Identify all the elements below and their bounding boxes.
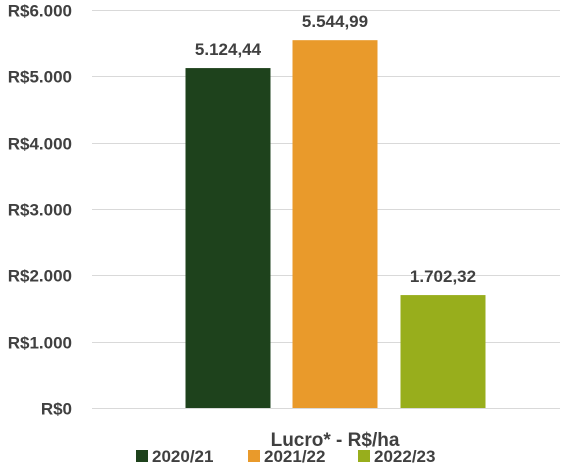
bar-2021-22 [292,40,378,408]
data-label: 1.702,32 [410,267,476,286]
bar-2020-21 [185,68,271,409]
y-tick-label: R$0 [41,400,72,419]
y-tick-label: R$3.000 [8,201,72,220]
y-tick-label: R$2.000 [8,267,72,286]
legend: 2020/21 2021/22 2022/23 [136,447,435,466]
data-labels: 5.124,44 5.544,99 1.702,32 [195,12,476,286]
legend-label: 2022/23 [374,447,435,466]
data-label: 5.124,44 [195,40,262,59]
legend-label: 2020/21 [152,447,213,466]
data-label: 5.544,99 [302,12,368,31]
y-tick-label: R$6.000 [8,2,72,21]
legend-label: 2021/22 [264,447,325,466]
bar-2022-23 [400,295,486,408]
bars [185,40,486,409]
y-tick-label: R$1.000 [8,334,72,353]
legend-swatch [358,450,370,462]
legend-swatch [136,450,148,462]
legend-swatch [248,450,260,462]
y-axis-tick-labels: R$0 R$1.000 R$2.000 R$3.000 R$4.000 R$5.000 R$… [8,2,72,419]
x-axis-label: Lucro* - R$/ha [271,430,400,451]
y-tick-label: R$5.000 [8,68,72,87]
y-tick-label: R$4.000 [8,135,72,154]
